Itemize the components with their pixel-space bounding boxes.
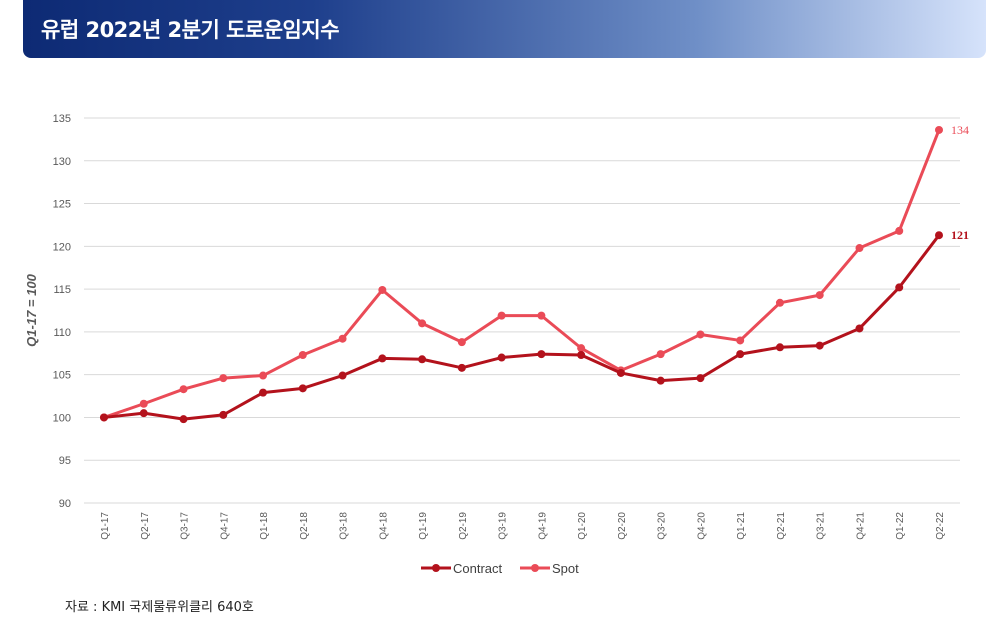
data-point-spot [656,350,665,359]
y-tick-label: 100 [53,412,71,424]
data-point-contract [537,350,546,359]
legend-label: Contract [453,561,503,576]
data-point-contract [497,353,506,362]
x-tick-label: Q2-18 [299,512,310,540]
x-tick-label: Q4-19 [537,512,548,540]
x-tick-label: Q3-19 [498,512,509,540]
data-point-contract [696,374,705,383]
x-tick-label: Q2-17 [140,512,151,540]
title-banner: 유럽 2022년 2분기 도로운임지수 [23,0,986,58]
data-point-spot [855,244,864,253]
end-value-label: 121 [951,228,969,242]
data-point-spot [259,371,268,380]
data-point-contract [298,384,307,393]
legend-marker [531,564,539,572]
data-point-spot [815,291,824,300]
data-point-contract [935,231,943,240]
data-point-spot [179,385,188,394]
x-tick-label: Q1-17 [100,512,111,540]
data-point-contract [100,413,108,422]
data-point-spot [457,338,466,347]
x-tick-label: Q4-20 [696,512,707,540]
data-point-spot [338,334,347,343]
y-tick-label: 115 [53,284,71,296]
data-point-spot [736,336,745,345]
data-point-contract [815,341,824,350]
data-point-contract [338,371,347,380]
chart-title: 유럽 2022년 2분기 도로운임지수 [41,18,340,42]
y-tick-label: 130 [53,156,71,168]
x-tick-label: Q3-18 [339,512,350,540]
end-value-label: 134 [951,123,969,137]
y-tick-label: 110 [53,327,71,339]
data-point-contract [418,355,427,364]
x-tick-label: Q4-21 [855,512,866,540]
source-note: 자료 : KMI 국제물류위클리 640호 [65,600,254,615]
x-tick-label: Q3-20 [657,512,668,540]
data-point-spot [895,226,904,235]
data-point-contract [616,368,625,377]
x-tick-label: Q2-22 [935,512,946,540]
data-point-contract [577,350,586,359]
x-tick-label: Q4-18 [378,512,389,540]
data-point-spot [935,125,943,134]
x-tick-label: Q1-22 [895,512,906,540]
x-tick-label: Q2-19 [458,512,469,540]
data-point-spot [497,311,506,320]
data-point-spot [298,350,307,359]
data-point-contract [378,354,387,363]
data-point-spot [577,344,586,353]
data-point-spot [418,319,427,328]
data-point-spot [537,311,546,320]
data-point-contract [139,409,148,418]
y-tick-label: 125 [53,199,71,211]
data-point-contract [656,376,665,385]
data-point-contract [736,350,745,359]
data-point-spot [696,330,705,339]
x-tick-label: Q2-20 [617,512,628,540]
data-point-spot [378,285,387,294]
data-point-spot [219,374,228,383]
data-point-contract [775,343,784,352]
x-tick-label: Q3-21 [816,512,827,540]
legend-marker [432,564,440,572]
data-point-contract [219,410,228,419]
y-tick-label: 95 [59,455,71,467]
series-line-contract [103,234,941,421]
data-point-contract [259,388,268,397]
data-point-contract [855,324,864,333]
legend-label: Spot [552,561,579,576]
x-tick-label: Q1-19 [418,512,429,540]
data-point-contract [457,363,466,372]
data-point-spot [139,399,148,408]
x-tick-label: Q1-21 [736,512,747,540]
data-point-spot [775,298,784,307]
y-tick-label: 135 [53,113,71,125]
y-tick-label: 90 [59,498,71,510]
data-point-contract [895,283,904,292]
y-tick-label: 105 [53,370,71,382]
x-tick-label: Q4-17 [219,512,230,540]
data-point-contract [179,415,188,424]
series-line-spot [103,129,941,419]
y-tick-label: 120 [53,241,71,253]
x-tick-label: Q1-20 [577,512,588,540]
x-tick-label: Q3-17 [180,512,191,540]
y-axis-label: Q1-17 = 100 [24,273,39,346]
x-tick-label: Q1-18 [259,512,270,540]
x-tick-label: Q2-21 [776,512,787,540]
